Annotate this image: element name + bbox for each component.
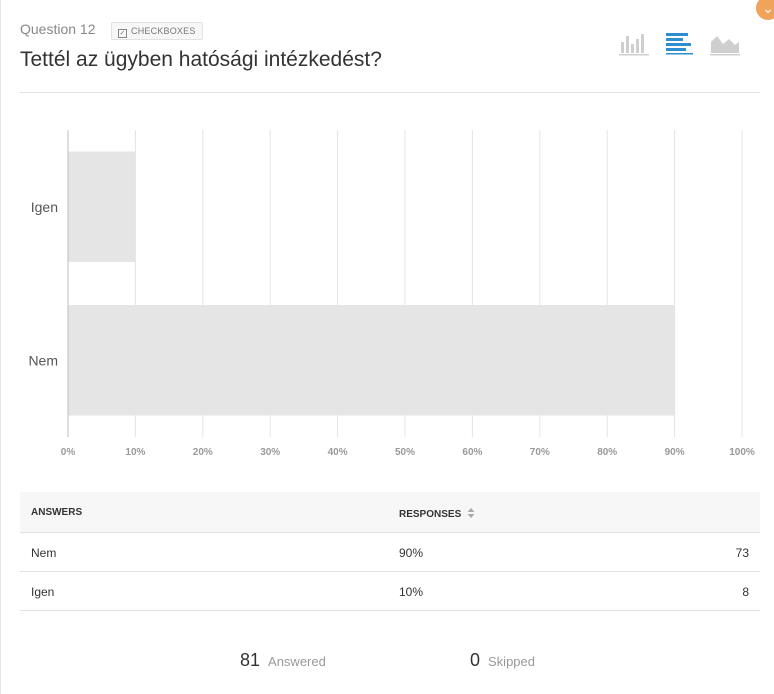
question-number: Question 12 <box>20 21 96 37</box>
skipped-summary: 0 Skipped <box>470 650 535 671</box>
area-chart-icon[interactable] <box>709 30 741 56</box>
answers-column-header: ANSWERS <box>31 507 83 518</box>
x-tick-label: 10% <box>125 447 145 458</box>
answered-count: 81 <box>240 650 261 670</box>
panel-border <box>0 0 1 694</box>
answered-label: Answered <box>268 654 326 669</box>
vertical-bar-chart-icon[interactable] <box>618 30 650 56</box>
count-cell: 8 <box>742 585 749 599</box>
answer-cell: Nem <box>31 546 57 560</box>
x-tick-label: 60% <box>462 447 482 458</box>
answer-cell: Igen <box>31 585 55 599</box>
percent-cell: 90% <box>399 546 424 560</box>
percent-cell: 10% <box>399 585 424 599</box>
question-type-label: CHECKBOXES <box>131 26 196 36</box>
category-label: Nem <box>28 352 58 368</box>
answered-summary: 81 Answered <box>240 650 326 671</box>
table-row: Nem 90% 73 <box>20 533 760 572</box>
x-tick-label: 50% <box>395 447 415 458</box>
checkbox-icon: ✓ <box>118 29 127 38</box>
bar[interactable] <box>68 151 136 263</box>
count-cell: 73 <box>735 546 749 560</box>
table-header: ANSWERS RESPONSES <box>20 492 760 533</box>
question-type-badge: ✓ CHECKBOXES <box>111 22 203 40</box>
responses-bar-chart: 0% 10% 20% 30% 40% 50% 60% 70% 80% 90% 100% Igen Nem <box>28 130 755 458</box>
skipped-label: Skipped <box>488 654 535 669</box>
horizontal-bar-chart-icon[interactable] <box>664 30 696 56</box>
skipped-count: 0 <box>470 650 481 670</box>
x-tick-label: 80% <box>597 447 617 458</box>
table-row: Igen 10% 8 <box>20 572 760 611</box>
x-tick-label: 100% <box>729 447 755 458</box>
collapse-chevron-icon[interactable]: ⌄ <box>756 0 774 20</box>
answers-table: ANSWERS RESPONSES Nem 90% 73 Igen 10% 8 <box>20 492 760 611</box>
x-tick-label: 20% <box>193 447 213 458</box>
x-tick-label: 30% <box>260 447 280 458</box>
responses-column-header[interactable]: RESPONSES <box>399 507 475 520</box>
sort-icon[interactable] <box>467 508 475 518</box>
x-tick-label: 0% <box>61 447 76 458</box>
x-tick-label: 70% <box>530 447 550 458</box>
x-tick-label: 40% <box>328 447 348 458</box>
x-tick-label: 90% <box>665 447 685 458</box>
bar[interactable] <box>68 304 675 416</box>
responses-header-label: RESPONSES <box>399 509 462 520</box>
header-divider <box>20 92 760 93</box>
category-label: Igen <box>31 199 58 215</box>
question-title: Tettél az ügyben hatósági intézkedést? <box>20 48 382 71</box>
